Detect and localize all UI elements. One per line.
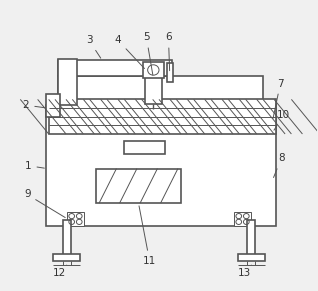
FancyBboxPatch shape — [145, 76, 162, 104]
FancyBboxPatch shape — [124, 141, 165, 154]
FancyBboxPatch shape — [67, 212, 84, 226]
Text: 3: 3 — [86, 35, 101, 58]
Text: 2: 2 — [23, 100, 44, 110]
Text: 1: 1 — [25, 161, 44, 171]
FancyBboxPatch shape — [96, 168, 181, 203]
Text: 6: 6 — [165, 32, 172, 71]
Text: 7: 7 — [273, 79, 284, 118]
FancyBboxPatch shape — [238, 253, 265, 261]
FancyBboxPatch shape — [58, 76, 263, 105]
FancyBboxPatch shape — [143, 62, 164, 78]
Text: 10: 10 — [274, 110, 290, 130]
FancyBboxPatch shape — [58, 59, 77, 105]
Text: 9: 9 — [24, 189, 65, 218]
Text: 12: 12 — [53, 265, 67, 278]
FancyBboxPatch shape — [45, 94, 60, 117]
FancyBboxPatch shape — [247, 221, 255, 255]
FancyBboxPatch shape — [234, 212, 251, 226]
FancyBboxPatch shape — [45, 105, 276, 226]
FancyBboxPatch shape — [58, 61, 172, 76]
FancyBboxPatch shape — [49, 100, 276, 134]
Text: 5: 5 — [143, 32, 153, 75]
Text: 11: 11 — [139, 206, 156, 266]
Text: 8: 8 — [273, 153, 285, 178]
FancyBboxPatch shape — [63, 221, 71, 255]
FancyBboxPatch shape — [167, 63, 173, 82]
Text: 4: 4 — [115, 35, 144, 69]
Text: 13: 13 — [238, 265, 251, 278]
FancyBboxPatch shape — [53, 253, 80, 261]
